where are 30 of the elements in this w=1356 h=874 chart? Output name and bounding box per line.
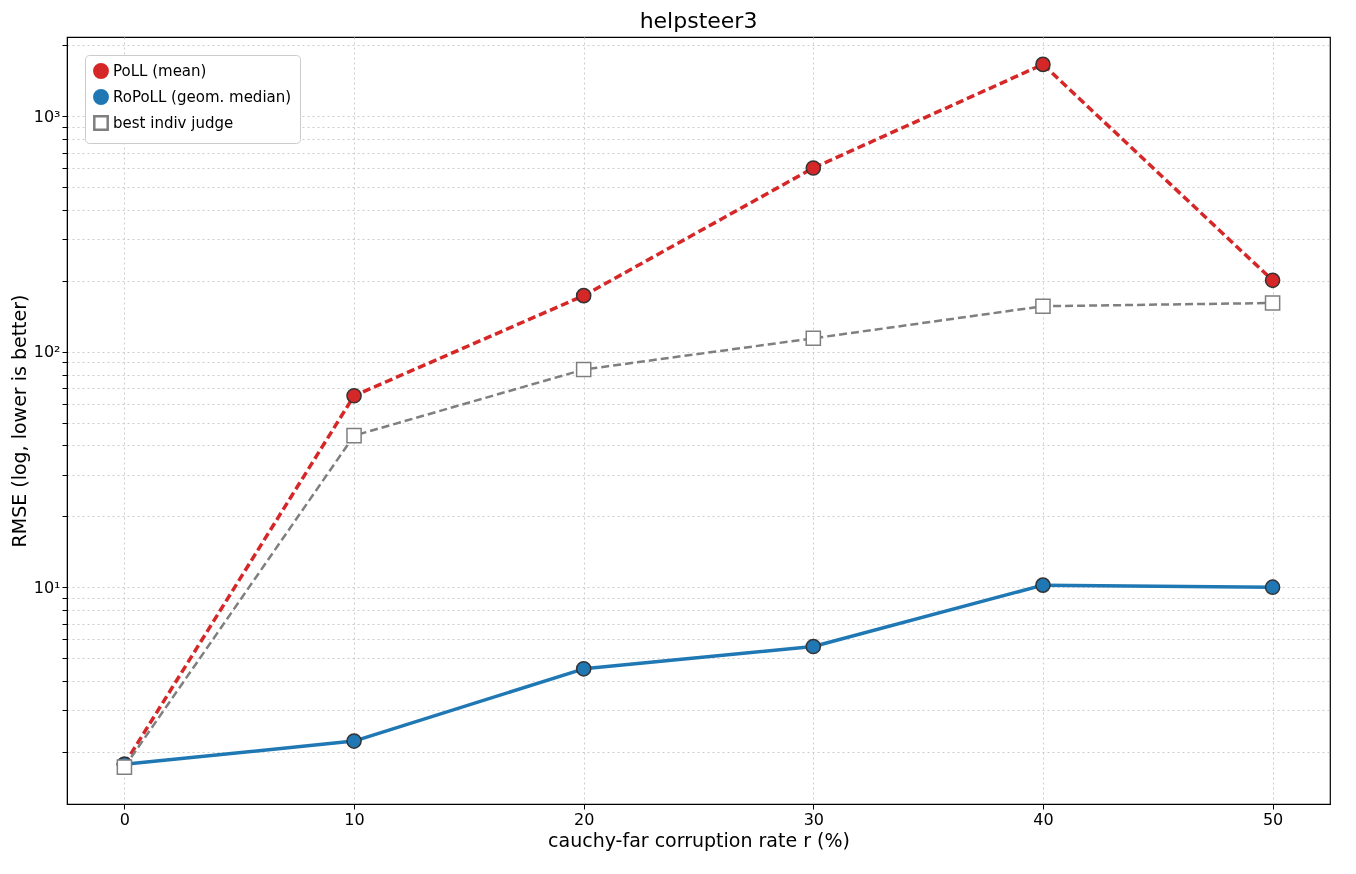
point <box>346 733 362 749</box>
point <box>805 330 822 347</box>
x-tick-label: 10 <box>344 809 365 829</box>
point <box>1264 272 1281 289</box>
legend-label: RoPoLL (geom. median) <box>113 88 292 106</box>
point <box>1264 579 1281 595</box>
point <box>1035 577 1051 593</box>
point <box>1035 298 1051 315</box>
point <box>1035 56 1051 73</box>
point <box>805 638 822 655</box>
x-tick-label: 0 <box>119 809 130 829</box>
point <box>805 160 822 176</box>
point <box>1264 295 1281 311</box>
chart-title: helpsteer3 <box>639 8 758 33</box>
y-tick-label: 10¹ <box>33 577 61 597</box>
point <box>346 427 362 444</box>
point <box>575 661 592 677</box>
x-tick-label: 30 <box>803 809 824 829</box>
point <box>346 387 362 404</box>
legend-label: PoLL (mean) <box>113 62 207 80</box>
y-tick-label: 10² <box>33 342 61 362</box>
legend-label: best indiv judge <box>113 114 234 132</box>
x-tick-label: 20 <box>574 809 595 829</box>
point <box>575 361 592 378</box>
y-tick-label: 10³ <box>33 106 61 126</box>
point <box>575 287 592 304</box>
x-tick-label: 50 <box>1262 809 1284 829</box>
x-axis-title: cauchy-far corruption rate r (%) <box>548 828 850 851</box>
y-axis-title: RMSE (log, lower is better) <box>7 294 30 548</box>
x-tick-label: 40 <box>1033 809 1054 829</box>
